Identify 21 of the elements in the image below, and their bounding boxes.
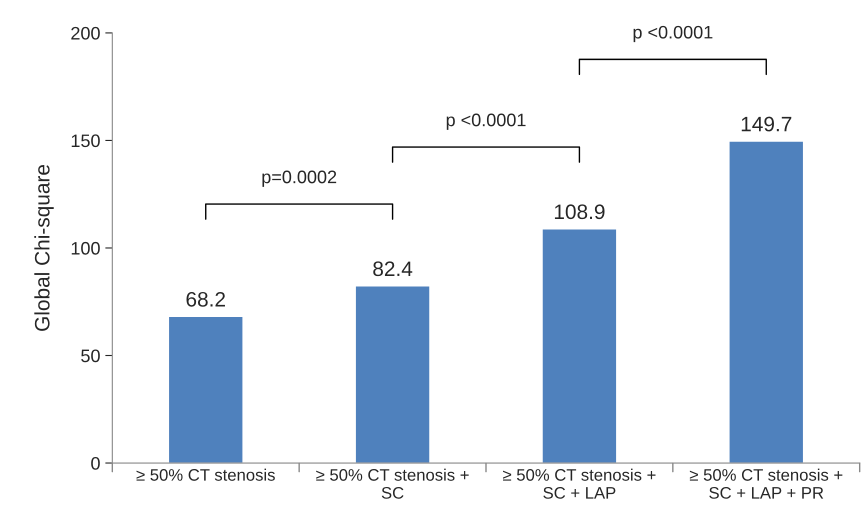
data-label: 82.4	[373, 261, 412, 276]
bar	[354, 285, 431, 464]
y-axis-title: Global Chi-square	[34, 164, 54, 331]
data-label: 68.2	[186, 292, 225, 307]
y-tick-label: 100	[72, 242, 100, 255]
x-tick-label: ≥ 50% CT stenosis + SC	[316, 468, 469, 499]
y-tick-label: 150	[72, 134, 100, 148]
annotation: p <0.0001	[634, 26, 712, 42]
y-tick-label: 50	[81, 349, 100, 362]
bar	[541, 228, 618, 464]
annotation: p=0.0002	[262, 170, 336, 187]
data-label: 149.7	[742, 116, 792, 132]
x-tick-label: ≥ 50% CT stenosis + SC + LAP + PR	[690, 468, 842, 499]
x-tick-label: ≥ 50% CT stenosis + SC + LAP	[503, 468, 656, 499]
data-label: 108.9	[554, 204, 604, 220]
y-tick-label: 0	[91, 456, 100, 470]
bar	[728, 140, 804, 464]
annotation: p <0.0001	[446, 114, 526, 130]
bar	[168, 316, 244, 464]
y-tick-label: 200	[71, 26, 100, 40]
x-tick-label: ≥ 50% CT stenosis	[136, 468, 275, 481]
